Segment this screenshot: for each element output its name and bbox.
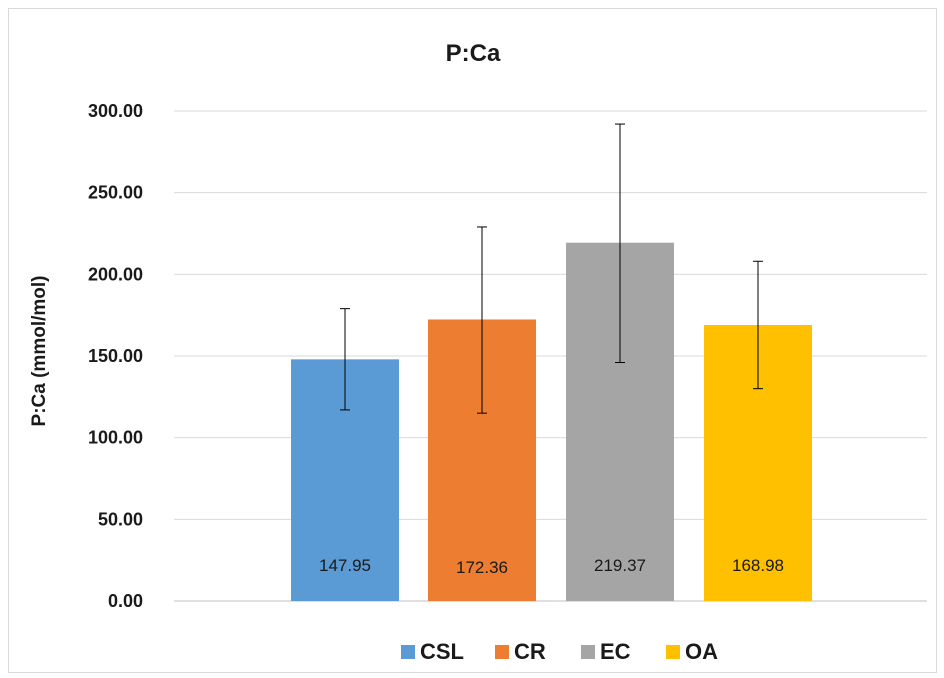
- y-tick-label: 100.00: [88, 428, 143, 448]
- legend-label: CR: [514, 639, 546, 664]
- data-label: 219.37: [594, 556, 646, 575]
- legend-swatch-ec: [581, 645, 595, 659]
- legend-swatch-cr: [495, 645, 509, 659]
- y-tick-label: 300.00: [88, 101, 143, 121]
- y-tick-layer: 0.00 50.00 100.00 150.00 200.00 250.00 300.00: [88, 101, 143, 611]
- y-tick-label: 200.00: [88, 264, 143, 284]
- legend-label: OA: [685, 639, 718, 664]
- bar-layer: 147.95 172.36 219.37 168.98: [291, 123, 812, 601]
- chart-frame: P:Ca P:Ca (mmol/mol) 0.00 50.00 100.00 150.…: [8, 8, 937, 673]
- legend-label: CSL: [420, 639, 464, 664]
- y-tick-label: 0.00: [108, 591, 143, 611]
- legend-swatch-csl: [401, 645, 415, 659]
- legend-swatch-oa: [666, 645, 680, 659]
- y-tick-label: 50.00: [98, 509, 143, 529]
- data-label: 172.36: [456, 558, 508, 577]
- chart-title: P:Ca: [446, 40, 501, 67]
- legend: CSL CR EC OA: [401, 639, 718, 664]
- data-label: 168.98: [732, 556, 784, 575]
- y-tick-label: 250.00: [88, 183, 143, 203]
- data-label: 147.95: [319, 556, 371, 575]
- y-tick-label: 150.00: [88, 346, 143, 366]
- grid-layer: [174, 110, 927, 602]
- y-axis-label: P:Ca (mmol/mol): [29, 276, 50, 427]
- chart-svg: P:Ca P:Ca (mmol/mol) 0.00 50.00 100.00 150.…: [29, 40, 927, 664]
- legend-label: EC: [600, 639, 631, 664]
